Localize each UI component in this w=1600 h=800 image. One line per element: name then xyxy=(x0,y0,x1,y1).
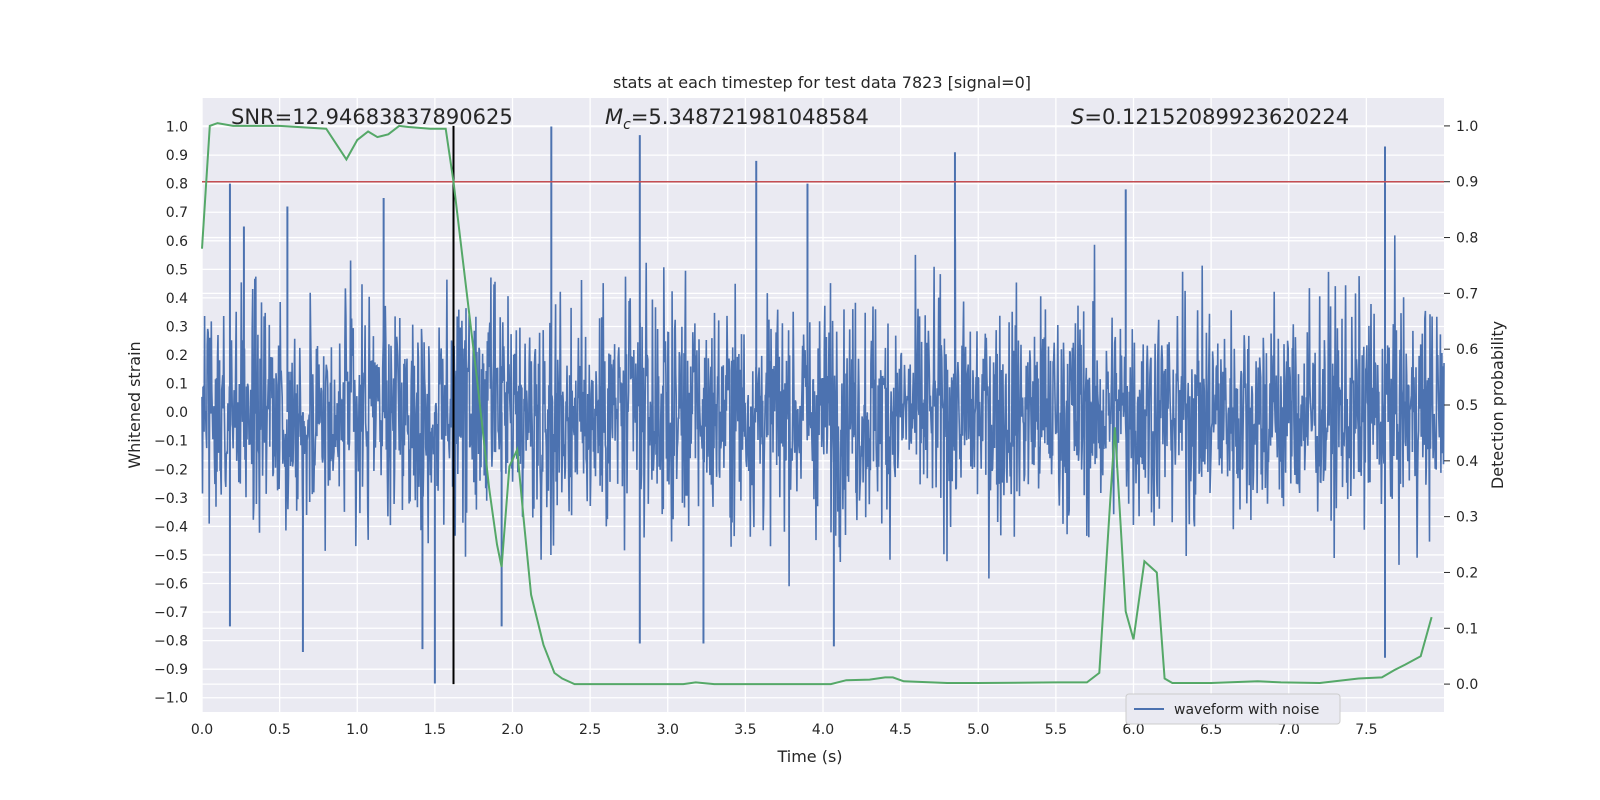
waveform-line xyxy=(201,235,1445,587)
x-tick-label: 5.5 xyxy=(1045,722,1067,738)
y-tick-label: 0.3 xyxy=(166,319,188,335)
x-tick-label: 0.5 xyxy=(268,722,290,738)
chirp-mass-annotation: Mc=5.348721981048584 xyxy=(605,105,869,133)
y-tick-label: 1.0 xyxy=(166,120,188,136)
y-tick-label: −0.4 xyxy=(154,519,188,535)
y-tick-label: 0.9 xyxy=(166,148,188,164)
x-tick-label: 3.5 xyxy=(734,722,756,738)
x-tick-label: 3.0 xyxy=(657,722,679,738)
x-axis-label: Time (s) xyxy=(776,747,842,766)
y2-tick-label: 0.1 xyxy=(1456,621,1478,637)
x-tick-label: 2.0 xyxy=(501,722,523,738)
detection-probability-line xyxy=(201,122,1433,686)
legend-waveform-label: waveform with noise xyxy=(1174,702,1319,718)
legend: waveform with noise xyxy=(1125,693,1341,725)
y-tick-label: −0.6 xyxy=(154,576,188,592)
y-tick-label: −0.8 xyxy=(154,634,188,650)
y-tick-label: −0.2 xyxy=(154,462,188,478)
y-right-tick-labels: 1.0 0.9 0.8 0.7 0.6 0.5 0.4 0.3 0.2 0.1 0.0 xyxy=(1444,119,1478,693)
y2-tick-label: 0.4 xyxy=(1456,454,1478,470)
x-tick-label: 7.5 xyxy=(1355,722,1377,738)
y2-tick-label: 1.0 xyxy=(1456,119,1478,135)
y-tick-label: 0.1 xyxy=(166,377,188,393)
y2-axis-label: Detection probability xyxy=(1488,321,1507,489)
chirp-mass-value: =5.348721981048584 xyxy=(631,105,869,129)
y-tick-label: 0.8 xyxy=(166,177,188,193)
s-symbol: S xyxy=(1071,105,1084,129)
y-tick-label: −0.7 xyxy=(154,605,188,621)
detection-probability-series xyxy=(201,122,1433,686)
y-left-tick-labels: 1.0 0.9 0.8 0.7 0.6 0.5 0.4 0.3 0.2 0.1 0.0 −0.1 −0.… xyxy=(154,120,188,707)
x-tick-label: 4.5 xyxy=(889,722,911,738)
y-axis-label: Whitened strain xyxy=(125,341,144,468)
y2-tick-label: 0.5 xyxy=(1456,398,1478,414)
chart-title: stats at each timestep for test data 782… xyxy=(613,73,1031,92)
y-tick-label: 0.7 xyxy=(166,205,188,221)
y2-tick-label: 0.6 xyxy=(1456,342,1478,358)
snr-annotation: SNR=12.94683837890625 xyxy=(231,105,513,129)
x-tick-label: 6.5 xyxy=(1200,722,1222,738)
chirp-mass-subscript: c xyxy=(623,117,631,133)
x-tick-label: 6.0 xyxy=(1122,722,1144,738)
y2-tick-label: 0.9 xyxy=(1456,175,1478,191)
y2-tick-label: 0.8 xyxy=(1456,231,1478,247)
x-tick-label: 1.5 xyxy=(424,722,446,738)
s-annotation: S=0.12152089923620224 xyxy=(1071,105,1349,129)
y2-tick-label: 0.3 xyxy=(1456,510,1478,526)
x-tick-label: 7.0 xyxy=(1278,722,1300,738)
y-tick-label: 0.5 xyxy=(166,262,188,278)
y2-tick-label: 0.0 xyxy=(1456,677,1478,693)
x-tick-labels: 0.0 0.5 1.0 1.5 2.0 2.5 3.0 3.5 4.0 4.5 5.0 5.5 6.0 6… xyxy=(191,722,1378,738)
y-tick-label: 0.0 xyxy=(166,405,188,421)
y2-tick-label: 0.7 xyxy=(1456,286,1478,302)
legend-box xyxy=(1125,693,1341,725)
x-tick-label: 0.0 xyxy=(191,722,213,738)
y-tick-label: 0.2 xyxy=(166,348,188,364)
y-tick-label: −0.5 xyxy=(154,548,188,564)
y-tick-label: −1.0 xyxy=(154,691,188,707)
chirp-mass-symbol: M xyxy=(605,105,623,129)
y-tick-label: 0.4 xyxy=(166,291,188,307)
x-tick-label: 2.5 xyxy=(579,722,601,738)
y2-tick-label: 0.2 xyxy=(1456,565,1478,581)
y-tick-label: −0.3 xyxy=(154,491,188,507)
y-tick-label: −0.1 xyxy=(154,434,188,450)
y-tick-label: −0.9 xyxy=(154,662,188,678)
x-tick-label: 5.0 xyxy=(967,722,989,738)
y-tick-label: 0.6 xyxy=(166,234,188,250)
x-tick-label: 1.0 xyxy=(346,722,368,738)
x-tick-label: 4.0 xyxy=(812,722,834,738)
s-value: =0.12152089923620224 xyxy=(1084,105,1349,129)
